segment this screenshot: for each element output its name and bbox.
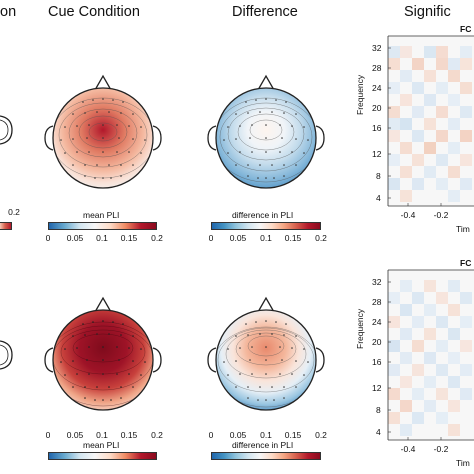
tf-ytick: 24 (372, 83, 382, 93)
diff-colorbar-label-top: difference in PLI (232, 210, 294, 220)
tf-heatmap-top (387, 35, 474, 207)
column-header-fragment: on (0, 4, 17, 20)
tf-ytick: 32 (372, 43, 382, 53)
pli-colorbar-label-bottom: mean PLI (83, 440, 120, 450)
tf-ytick: 12 (372, 149, 382, 159)
tf-ytick: 12 (372, 383, 382, 393)
cbar-tick: 0.1 (96, 233, 108, 243)
diff-colorbar-label-bottom: difference in PLI (232, 440, 294, 450)
cbar-tick: 0.2 (151, 430, 163, 440)
tf-xtick: -0.2 (433, 444, 449, 454)
cbar-tick: 0.15 (120, 233, 138, 243)
cbar-tick: 0 (208, 430, 214, 440)
pli-colorbar-label-top: mean PLI (83, 210, 120, 220)
cbar-tick: 0.1 (96, 430, 108, 440)
cbar-tick: 0.15 (284, 233, 302, 243)
cbar-tick: 0 (45, 430, 51, 440)
cbar-tick: 0.05 (229, 233, 247, 243)
topomap-difference-bottom (207, 296, 325, 411)
tf-ytick: 8 (376, 405, 381, 415)
tf-xtick: -0.4 (400, 444, 416, 454)
tf-heatmap-bottom (387, 269, 474, 441)
tf-ytick: 32 (372, 277, 382, 287)
partial-colorbar-tick-top: 0.2 (8, 207, 20, 217)
tf-ytick: 28 (372, 63, 382, 73)
tf-ytick: 24 (372, 317, 382, 327)
tf-xtick: -0.4 (400, 210, 416, 220)
cbar-tick: 0.15 (120, 430, 138, 440)
cbar-tick: 0.1 (260, 233, 272, 243)
tf-ylabel-top: Frequency (355, 74, 365, 115)
tf-ytick: 8 (376, 171, 381, 181)
cbar-tick: 0.05 (66, 233, 84, 243)
pli-colorbar-top (48, 222, 157, 230)
tf-title-bottom: FC (460, 258, 472, 268)
cbar-tick: 0 (208, 233, 214, 243)
tf-ytick: 16 (372, 123, 382, 133)
pli-colorbar-bottom (48, 452, 157, 460)
cbar-tick: 0.05 (66, 430, 84, 440)
difference-header: Difference (232, 4, 298, 20)
cbar-tick: 0.2 (315, 233, 327, 243)
tf-xlabel-bottom: Tim (456, 458, 470, 468)
partial-colorbar-top (0, 222, 12, 230)
cbar-tick: 0.2 (315, 430, 327, 440)
tf-xtick: -0.2 (433, 210, 449, 220)
topomap-cue-bottom (44, 296, 162, 411)
cbar-tick: 0.1 (260, 430, 272, 440)
partial-head-top (0, 115, 13, 145)
tf-ytick: 4 (376, 427, 381, 437)
cbar-tick: 0 (45, 233, 51, 243)
partial-head-bottom (0, 340, 13, 370)
cbar-tick: 0.05 (229, 430, 247, 440)
cbar-tick: 0.15 (284, 430, 302, 440)
topomap-cue-top (44, 74, 162, 189)
diff-colorbar-bottom (211, 452, 321, 460)
tf-ytick: 28 (372, 297, 382, 307)
topomap-difference-top (207, 74, 325, 189)
diff-colorbar-top (211, 222, 321, 230)
tf-ytick: 4 (376, 193, 381, 203)
cbar-tick: 0.2 (151, 233, 163, 243)
tf-ytick: 20 (372, 337, 382, 347)
tf-title-top: FC (460, 24, 472, 34)
significance-header: Signific (404, 4, 451, 20)
tf-ytick: 16 (372, 357, 382, 367)
cue-condition-header: Cue Condition (48, 4, 140, 20)
tf-xlabel-top: Tim (456, 224, 470, 234)
tf-ylabel-bottom: Frequency (355, 308, 365, 349)
tf-ytick: 20 (372, 103, 382, 113)
